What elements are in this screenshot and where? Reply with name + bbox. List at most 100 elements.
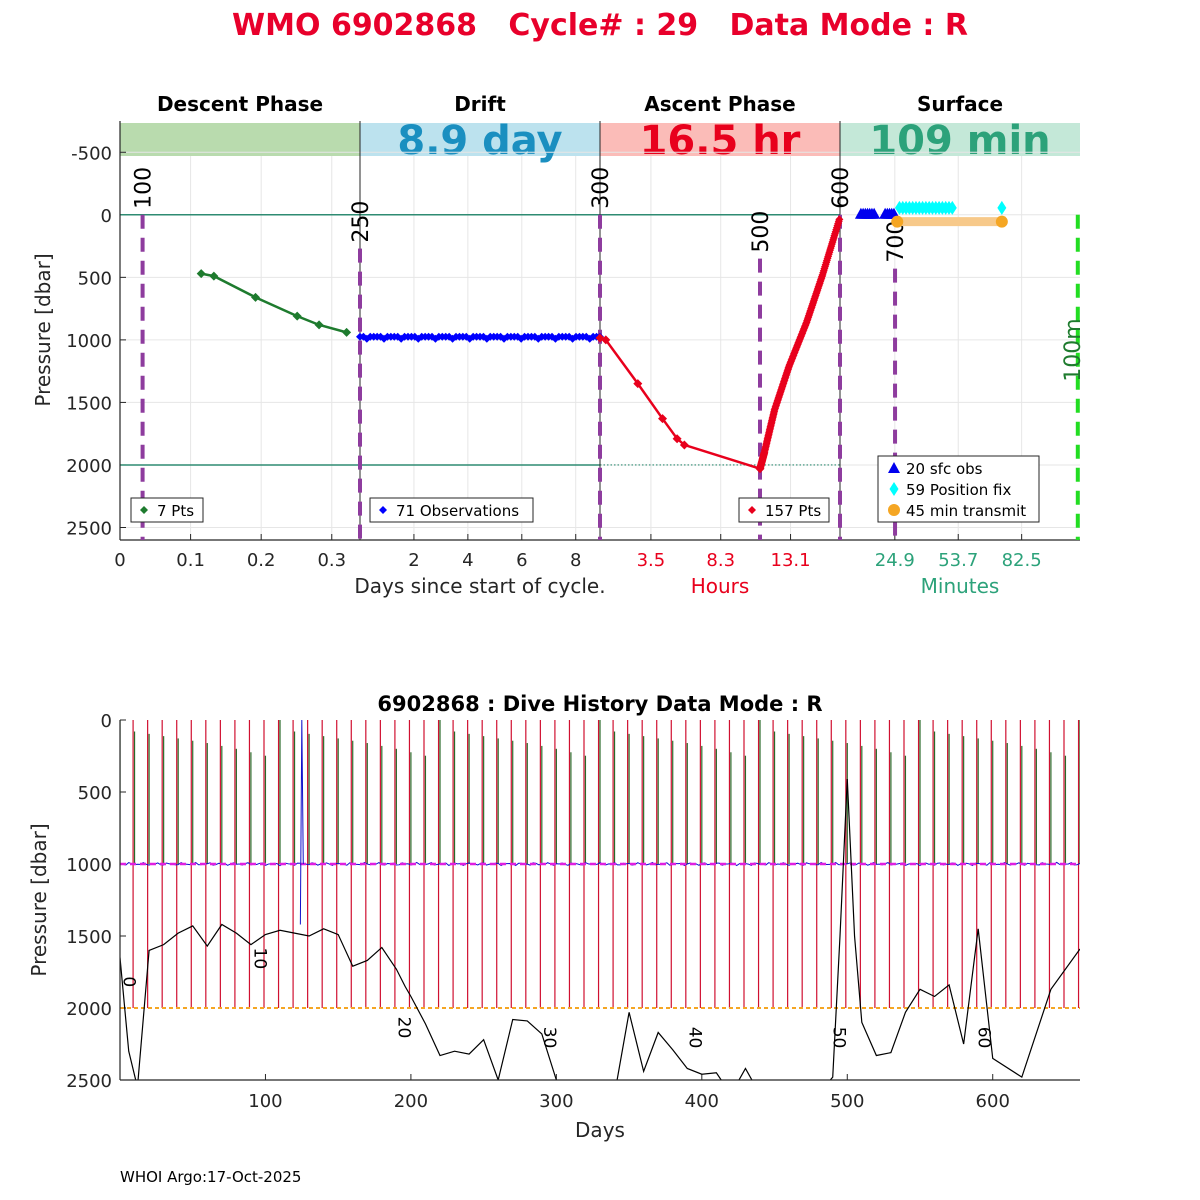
legend-sfc-obs: 20 sfc obs [906, 460, 983, 478]
phase-title-3: Surface [917, 92, 1003, 116]
y-tick-label: -500 [71, 143, 112, 164]
legend-text: 71 Observations [396, 502, 519, 520]
x-tick-label: 8.3 [706, 550, 735, 571]
y-tick-label: 500 [78, 783, 112, 804]
bottom-depth-line [120, 779, 1080, 1080]
ascent-line [599, 216, 842, 471]
bottom-plot-area [120, 720, 1080, 1080]
x-axis-label: Days since start of cycle. [354, 574, 605, 598]
y-tick-label: 1000 [66, 855, 112, 876]
legend-transmit-marker [888, 504, 900, 516]
surface-legend-box [877, 455, 1040, 523]
x-tick-label: 400 [685, 1091, 719, 1112]
x-tick-label: 200 [394, 1091, 428, 1112]
descent-point [292, 311, 302, 321]
x-tick-label: 24.9 [875, 550, 915, 571]
x-tick-label: 8 [570, 550, 581, 571]
phase-header-bar-0 [120, 123, 360, 156]
y-tick-label: 2000 [66, 999, 112, 1020]
x-tick-label: 0.1 [176, 550, 205, 571]
y-tick-label: 1500 [66, 393, 112, 414]
phase-header-bar-2 [600, 123, 840, 156]
ascent-point [679, 440, 689, 450]
descent-point [196, 269, 206, 279]
x-tick-label: 0.2 [247, 550, 276, 571]
x-tick-label: 2 [408, 550, 419, 571]
cycle-number-label: 30 [539, 1027, 559, 1049]
y-axis-label: Pressure [dbar] [27, 823, 51, 976]
x-tick-label: 6 [516, 550, 527, 571]
phase-title-0: Descent Phase [157, 92, 323, 116]
x-tick-label: 13.1 [771, 550, 811, 571]
descent-point [342, 327, 352, 337]
phase-header-bar-3 [840, 123, 1080, 156]
ascent-point [633, 379, 643, 389]
cycle-marker-label: 100m [1061, 318, 1086, 381]
x-tick-label: 82.5 [1002, 550, 1042, 571]
legend-box-1 [369, 497, 534, 523]
surface-axis-label: Minutes [921, 574, 1000, 598]
y-tick-label: 0 [101, 206, 112, 227]
y-tick-label: 2000 [66, 456, 112, 477]
cycle-marker-label: 300 [589, 167, 614, 209]
cycle-marker-label: 250 [349, 201, 374, 243]
cycle-number-label: 40 [684, 1027, 704, 1049]
cycle-marker-label: 500 [749, 211, 774, 253]
ascent-axis-label: Hours [691, 574, 750, 598]
transmit-marker [891, 215, 904, 228]
legend-text: 157 Pts [765, 502, 821, 520]
drift-anomaly [299, 720, 304, 925]
legend-position-fix-marker [889, 482, 899, 496]
x-axis-label: Days [575, 1118, 625, 1142]
descent-line [200, 272, 347, 334]
legend-text: 7 Pts [157, 502, 194, 520]
phase-duration-2: 16.5 hr [640, 118, 801, 164]
phase-duration-3: 109 min [869, 118, 1050, 164]
drift-history-line [120, 861, 1080, 867]
y-tick-label: 500 [78, 268, 112, 289]
descent-point [314, 320, 324, 330]
legend-position-fix: 59 Position fix [906, 481, 1011, 499]
x-tick-label: 600 [976, 1091, 1010, 1112]
cycle-number-label: 20 [393, 1017, 413, 1039]
x-tick-label: 0 [114, 550, 125, 571]
cycle-number-label: 50 [828, 1027, 848, 1049]
dive-history-title: 6902868 : Dive History Data Mode : R [377, 692, 822, 716]
y-tick-label: 0 [101, 711, 112, 732]
x-tick-label: 100 [248, 1091, 282, 1112]
sfc-obs-marker [868, 207, 881, 219]
ascent-point [672, 434, 682, 444]
legend-marker [748, 506, 756, 514]
ascent-point [601, 335, 611, 345]
x-tick-label: 500 [830, 1091, 864, 1112]
phase-duration-1: 8.9 day [397, 118, 562, 164]
top-plot-area [196, 215, 844, 474]
y-tick-label: 1000 [66, 331, 112, 352]
y-tick-label: 2500 [66, 1071, 112, 1092]
phase-title-1: Drift [454, 92, 506, 116]
descent-point [209, 271, 219, 281]
x-tick-label: 0.3 [317, 550, 346, 571]
legend-marker [379, 506, 387, 514]
cycle-marker-label: 100 [132, 167, 157, 209]
x-tick-label: 3.5 [637, 550, 666, 571]
descent-point [251, 292, 261, 302]
legend-sfc-obs-marker [888, 462, 900, 473]
dive-history-panel: 6902868 : Dive History Data Mode : R0500… [27, 692, 1080, 1142]
cycle-number-label: 0 [118, 976, 138, 987]
ascent-point [835, 215, 844, 224]
phase-title-2: Ascent Phase [644, 92, 795, 116]
x-tick-label: 4 [462, 550, 473, 571]
footer-credit: WHOI Argo:17-Oct-2025 [120, 1168, 301, 1186]
x-tick-label: 300 [539, 1091, 573, 1112]
figure-title: WMO 6902868 Cycle# : 29 Data Mode : R [232, 8, 968, 43]
y-axis-label: Pressure [dbar] [31, 253, 55, 406]
x-tick-label: 53.7 [938, 550, 978, 571]
legend-transmit: 45 min transmit [906, 502, 1026, 520]
ascent-point [658, 414, 668, 424]
y-tick-label: 2500 [66, 518, 112, 539]
position-fix-marker [947, 200, 957, 215]
position-fix-marker [997, 200, 1007, 215]
